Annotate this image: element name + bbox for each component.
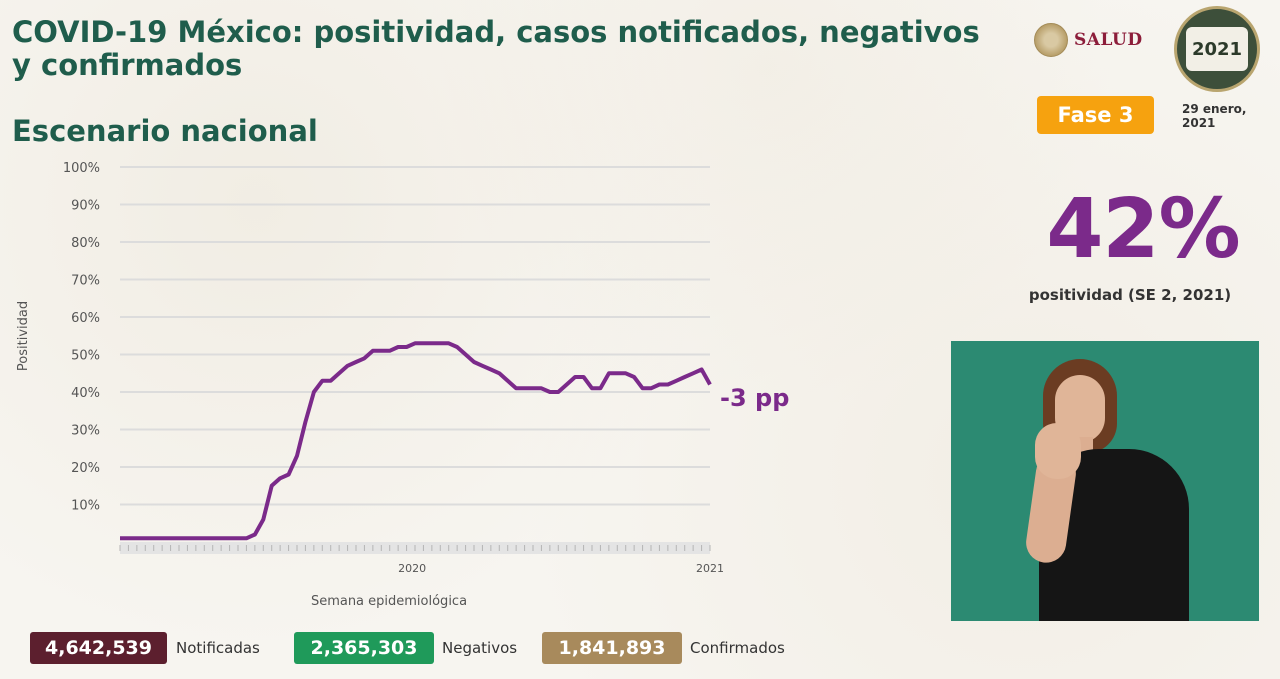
negativos-value-box: 2,365,303 [294,632,434,664]
x-axis: 2020 2021 [119,542,724,575]
confirmados-label: Confirmados [690,639,785,657]
x-year-label: 2020 [398,562,426,575]
y-tick-label: 100% [63,161,100,176]
report-date-line2: 2021 [1182,116,1216,130]
positivity-value: 42% [1046,182,1240,277]
y-tick-label: 30% [71,424,100,439]
y-tick-label: 10% [71,499,100,514]
interpreter-hand [1035,423,1081,479]
salud-logo-text: SALUD [1074,30,1143,50]
confirmados-value-box: 1,841,893 [542,632,682,664]
page-title: COVID-19 México: positividad, casos noti… [12,15,980,82]
y-tick-label: 60% [71,311,100,326]
page-subtitle: Escenario nacional [12,114,318,148]
x-year-label: 2021 [696,562,724,575]
x-axis-label: Semana epidemiológica [311,594,467,609]
mexico-2021-logo: 2021 [1174,6,1260,92]
sign-language-interpreter-video [951,341,1259,621]
negativos-value: 2,365,303 [310,637,418,659]
logo-year: 2021 [1186,27,1248,71]
y-axis-ticks: 100% 90% 80% 70% 60% 50% 40% 30% 20% 10% [63,161,100,514]
y-tick-label: 70% [71,274,100,289]
y-tick-label: 20% [71,461,100,476]
y-axis-label: Positividad [16,301,31,371]
y-tick-label: 80% [71,236,100,251]
positivity-series-line [120,341,712,541]
negativos-label: Negativos [442,639,518,657]
report-date-line1: 29 enero, [1182,102,1247,116]
change-annotation: -3 pp [720,384,789,412]
notificadas-value-box: 4,642,539 [30,632,167,664]
confirmados-value: 1,841,893 [558,637,666,659]
coat-of-arms-icon [1034,23,1068,57]
phase-badge: Fase 3 [1037,96,1154,134]
y-tick-label: 40% [71,386,100,401]
notificadas-label: Notificadas [176,639,260,657]
y-tick-label: 50% [71,349,100,364]
y-tick-label: 90% [71,199,100,214]
positivity-label: positividad (SE 2, 2021) [1028,286,1232,304]
report-date: 29 enero, 2021 [1182,102,1262,130]
salud-logo: SALUD [1034,20,1154,60]
notificadas-value: 4,642,539 [45,637,152,659]
chart-grid [120,166,710,506]
